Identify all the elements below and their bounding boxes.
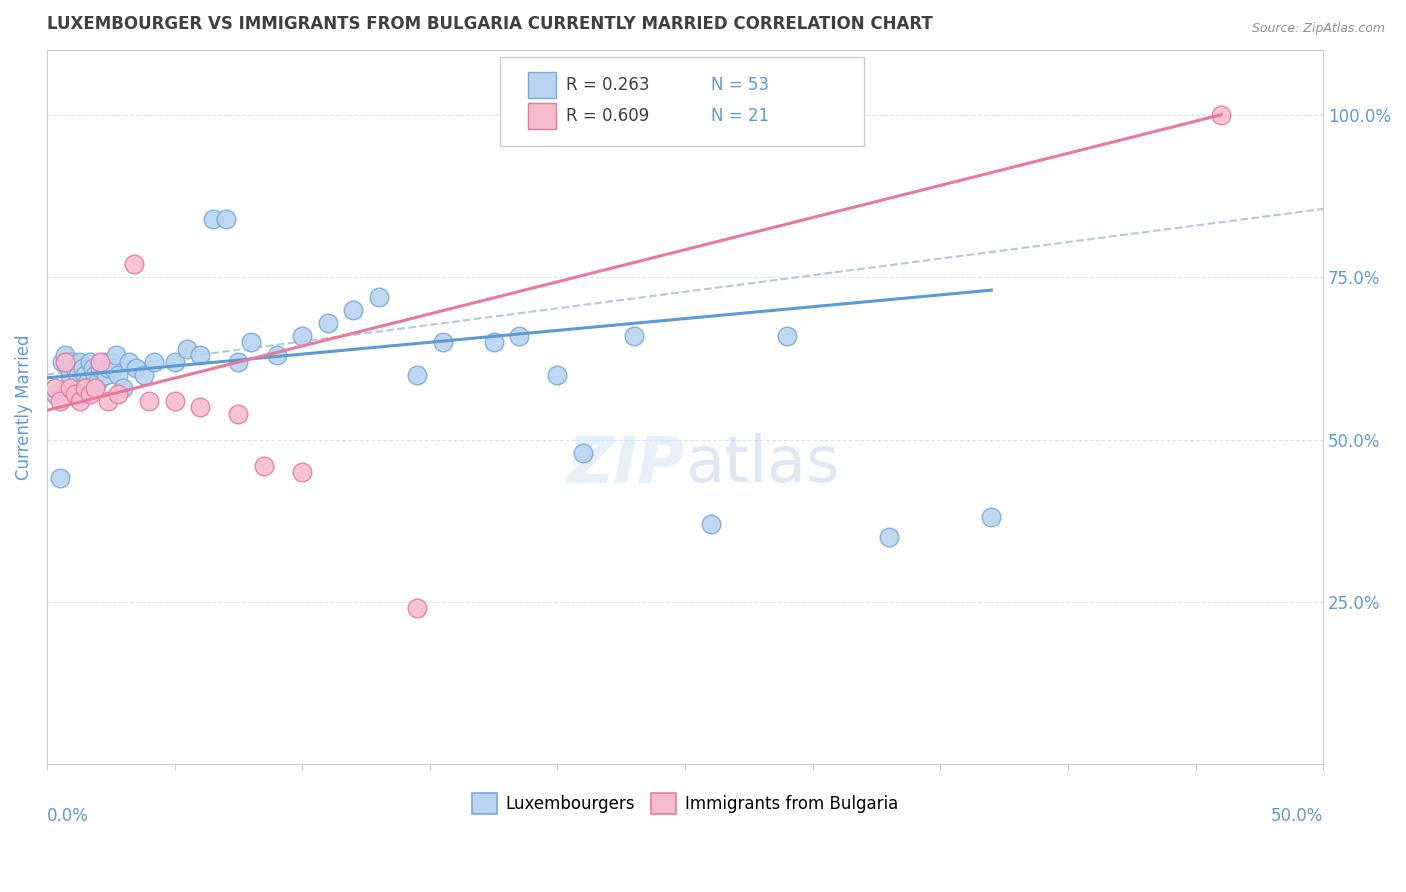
Point (291, 328, 314, 343)
Text: ZIP: ZIP (568, 434, 685, 495)
Point (201, 211, 224, 226)
Point (97, 393, 120, 408)
Point (623, 328, 645, 343)
Point (89, 361, 111, 376)
Text: Source: ZipAtlas.com: Source: ZipAtlas.com (1251, 22, 1385, 36)
FancyBboxPatch shape (529, 103, 557, 129)
Text: N = 21: N = 21 (710, 107, 769, 125)
Point (107, 368, 129, 382)
Text: 50.0%: 50.0% (1271, 807, 1323, 825)
Point (508, 328, 530, 343)
Text: N = 53: N = 53 (710, 76, 769, 94)
FancyBboxPatch shape (529, 72, 557, 98)
Text: LUXEMBOURGER VS IMMIGRANTS FROM BULGARIA CURRENTLY MARRIED CORRELATION CHART: LUXEMBOURGER VS IMMIGRANTS FROM BULGARIA… (46, 15, 932, 33)
Point (91, 354, 114, 368)
Point (89, 354, 111, 368)
Point (104, 348, 127, 362)
Text: 0.0%: 0.0% (46, 807, 89, 825)
Point (342, 302, 364, 317)
Point (188, 400, 211, 414)
Point (56, 354, 79, 368)
Point (53, 348, 76, 362)
Point (63, 387, 86, 401)
Point (72, 361, 94, 376)
Point (48, 393, 70, 408)
Point (163, 354, 186, 368)
Legend: Luxembourgers, Immigrants from Bulgaria: Luxembourgers, Immigrants from Bulgaria (465, 787, 904, 821)
Point (94, 368, 117, 382)
Point (76, 374, 98, 388)
Point (291, 465, 314, 479)
Point (699, 516, 721, 531)
Point (132, 368, 155, 382)
Point (84, 368, 107, 382)
Point (44, 380, 66, 394)
Point (125, 361, 148, 376)
Point (48, 471, 70, 485)
Point (316, 316, 339, 330)
Point (240, 335, 263, 350)
Point (69, 393, 91, 408)
Point (877, 530, 900, 544)
Text: atlas: atlas (685, 434, 839, 495)
Point (82, 361, 104, 376)
Point (62, 354, 84, 368)
Text: R = 0.263: R = 0.263 (567, 76, 650, 94)
Point (176, 342, 198, 356)
Point (138, 393, 160, 408)
Point (228, 407, 250, 421)
Point (188, 348, 211, 362)
Point (51, 354, 73, 368)
Point (79, 387, 101, 401)
Point (163, 393, 186, 408)
Point (482, 335, 505, 350)
Point (432, 335, 454, 350)
Point (776, 328, 799, 343)
Point (122, 257, 145, 271)
Point (406, 368, 429, 382)
Point (546, 368, 568, 382)
Point (69, 354, 91, 368)
Point (97, 361, 120, 376)
Point (87, 374, 110, 388)
Point (980, 510, 1002, 524)
Y-axis label: Currently Married: Currently Married (15, 334, 32, 480)
Point (63, 361, 86, 376)
Point (572, 445, 595, 459)
Point (112, 380, 135, 394)
Point (214, 211, 236, 226)
Point (75, 380, 97, 394)
Point (107, 387, 129, 401)
Point (84, 380, 107, 394)
Point (59, 368, 82, 382)
Point (53, 354, 76, 368)
Text: R = 0.609: R = 0.609 (567, 107, 650, 125)
Point (44, 387, 66, 401)
Point (367, 290, 389, 304)
Point (100, 354, 122, 368)
Point (66, 368, 89, 382)
Point (1209, 108, 1232, 122)
Point (228, 354, 250, 368)
Point (79, 354, 101, 368)
Point (59, 380, 82, 394)
Point (103, 361, 125, 376)
Point (143, 354, 166, 368)
Point (117, 354, 139, 368)
Point (253, 458, 276, 473)
Point (75, 368, 97, 382)
Point (266, 348, 288, 362)
FancyBboxPatch shape (501, 57, 863, 146)
Point (406, 601, 429, 615)
